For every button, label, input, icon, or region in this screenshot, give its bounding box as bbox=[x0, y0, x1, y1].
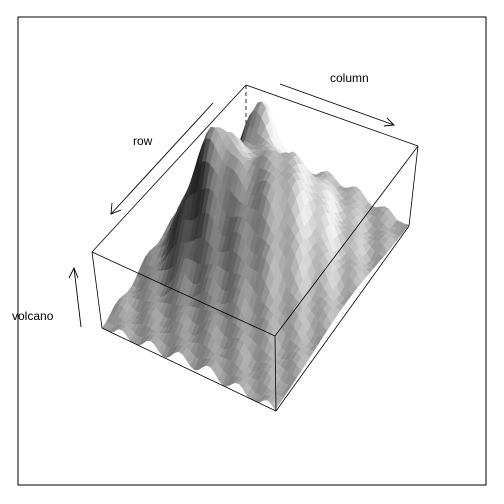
column-axis-arrow bbox=[280, 84, 394, 125]
volcano-axis-label: volcano bbox=[12, 309, 54, 323]
row-axis-label: row bbox=[133, 134, 153, 148]
volcano-surface bbox=[102, 102, 409, 410]
box-edge-right-vertical bbox=[409, 146, 418, 226]
volcano-arrow-head bbox=[69, 268, 78, 278]
box-edge-left-vertical bbox=[92, 252, 102, 328]
column-axis-label: column bbox=[330, 71, 369, 85]
